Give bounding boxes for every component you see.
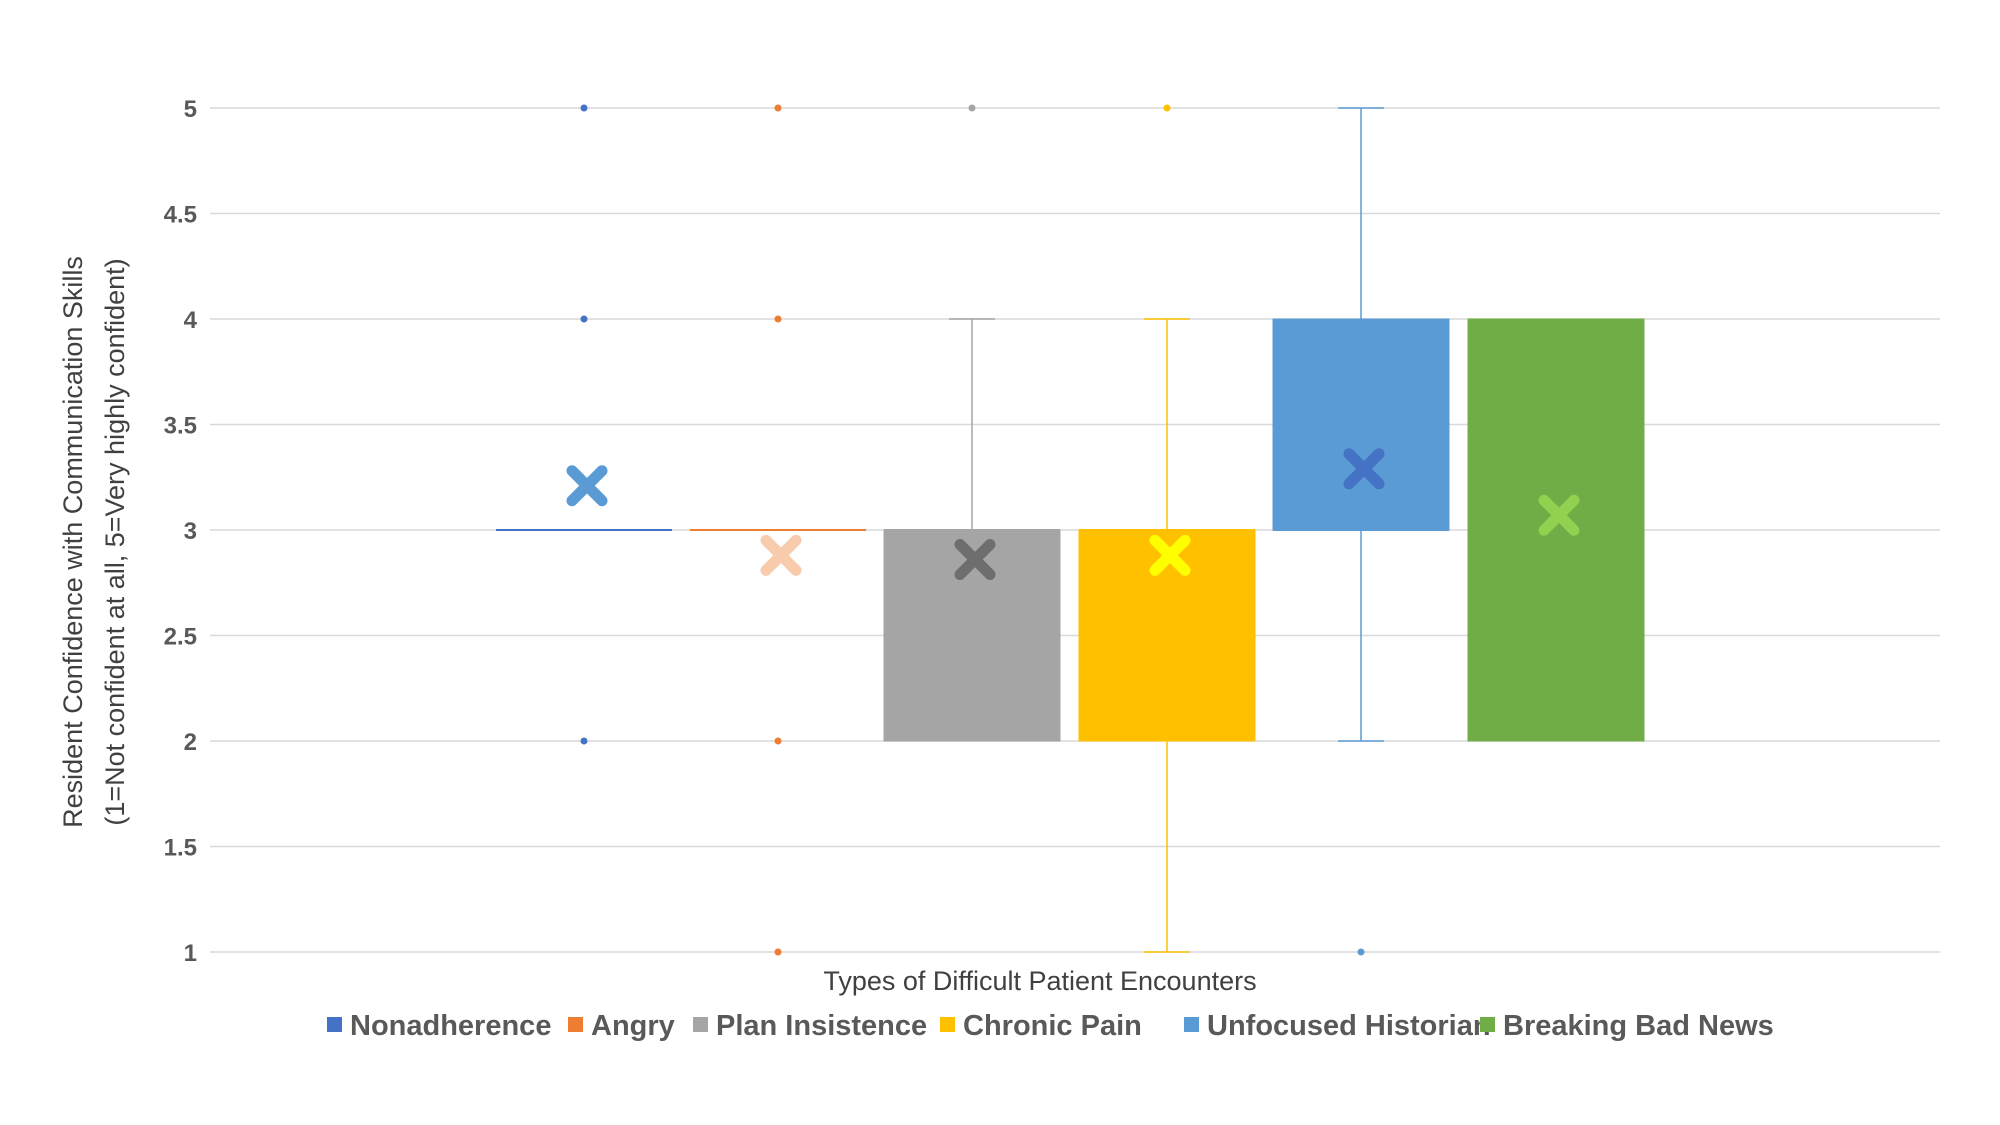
legend-label: Plan Insistence	[716, 1010, 927, 1042]
mean-marker-stroke	[954, 539, 996, 581]
mean-marker	[1149, 534, 1191, 576]
outlier-point	[580, 737, 588, 745]
y-tick-label: 2	[184, 729, 197, 756]
y-tick-label: 4.5	[164, 202, 197, 229]
legend-item: Plan Insistence	[693, 1010, 927, 1042]
outlier-point	[1163, 104, 1171, 112]
box-chronic-pain	[1078, 104, 1256, 953]
box-breaking-bad-news	[1467, 318, 1645, 742]
y-tick-label: 5	[184, 96, 197, 123]
mean-marker	[1538, 494, 1580, 536]
y-axis-title-line2: (1=Not confident at all, 5=Very highly c…	[100, 258, 130, 825]
mean-marker-stroke	[1343, 448, 1385, 490]
mean-marker-stroke	[760, 534, 802, 576]
legend-item: Chronic Pain	[940, 1010, 1142, 1042]
outlier-point	[968, 104, 976, 112]
y-tick-label: 2.5	[164, 624, 197, 651]
y-axis-title-line1: Resident Confidence with Communication S…	[58, 256, 88, 828]
legend-label: Unfocused Historian	[1207, 1010, 1491, 1042]
legend-label: Chronic Pain	[963, 1010, 1142, 1042]
x-axis-title: Types of Difficult Patient Encounters	[823, 966, 1256, 996]
outlier-point	[774, 948, 782, 956]
y-axis-ticks: 1 1.5 2 2.5 3 3.5 4 4.5 5	[164, 96, 198, 967]
y-tick-label: 3.5	[164, 413, 197, 440]
mean-marker	[760, 534, 802, 576]
box-nonadherence	[496, 104, 672, 745]
outlier-point	[774, 737, 782, 745]
box-series	[496, 104, 1645, 956]
legend-swatch	[327, 1017, 342, 1032]
legend-swatch	[1184, 1017, 1199, 1032]
mean-marker-stroke	[1538, 494, 1580, 536]
legend-item: Unfocused Historian	[1184, 1010, 1491, 1042]
legend-label: Nonadherence	[350, 1010, 551, 1042]
y-tick-label: 1	[184, 940, 197, 967]
legend-label: Breaking Bad News	[1503, 1010, 1774, 1042]
outlier-point	[1357, 948, 1365, 956]
box-iqr	[1272, 318, 1450, 531]
gridlines	[210, 107, 1940, 953]
outlier-point	[774, 315, 782, 323]
outlier-point	[580, 104, 588, 112]
mean-marker	[1343, 448, 1385, 490]
legend-swatch	[940, 1017, 955, 1032]
outlier-point	[774, 104, 782, 112]
box-unfocused-historian	[1272, 107, 1450, 956]
legend: Nonadherence Angry Plan Insistence Chronic …	[327, 1010, 1774, 1042]
y-tick-label: 3	[184, 518, 197, 545]
mean-marker-stroke	[1149, 534, 1191, 576]
legend-item: Breaking Bad News	[1480, 1010, 1774, 1042]
mean-marker	[566, 465, 608, 507]
legend-label: Angry	[591, 1010, 675, 1042]
y-tick-label: 4	[184, 307, 198, 334]
legend-swatch	[568, 1017, 583, 1032]
legend-item: Nonadherence	[327, 1010, 551, 1042]
legend-item: Angry	[568, 1010, 675, 1042]
box-angry	[690, 104, 866, 956]
legend-swatch	[1480, 1017, 1495, 1032]
outlier-point	[580, 315, 588, 323]
y-tick-label: 1.5	[164, 835, 197, 862]
mean-marker	[954, 539, 996, 581]
mean-marker-stroke	[566, 465, 608, 507]
box-plan-insistence	[883, 104, 1061, 742]
legend-swatch	[693, 1017, 708, 1032]
